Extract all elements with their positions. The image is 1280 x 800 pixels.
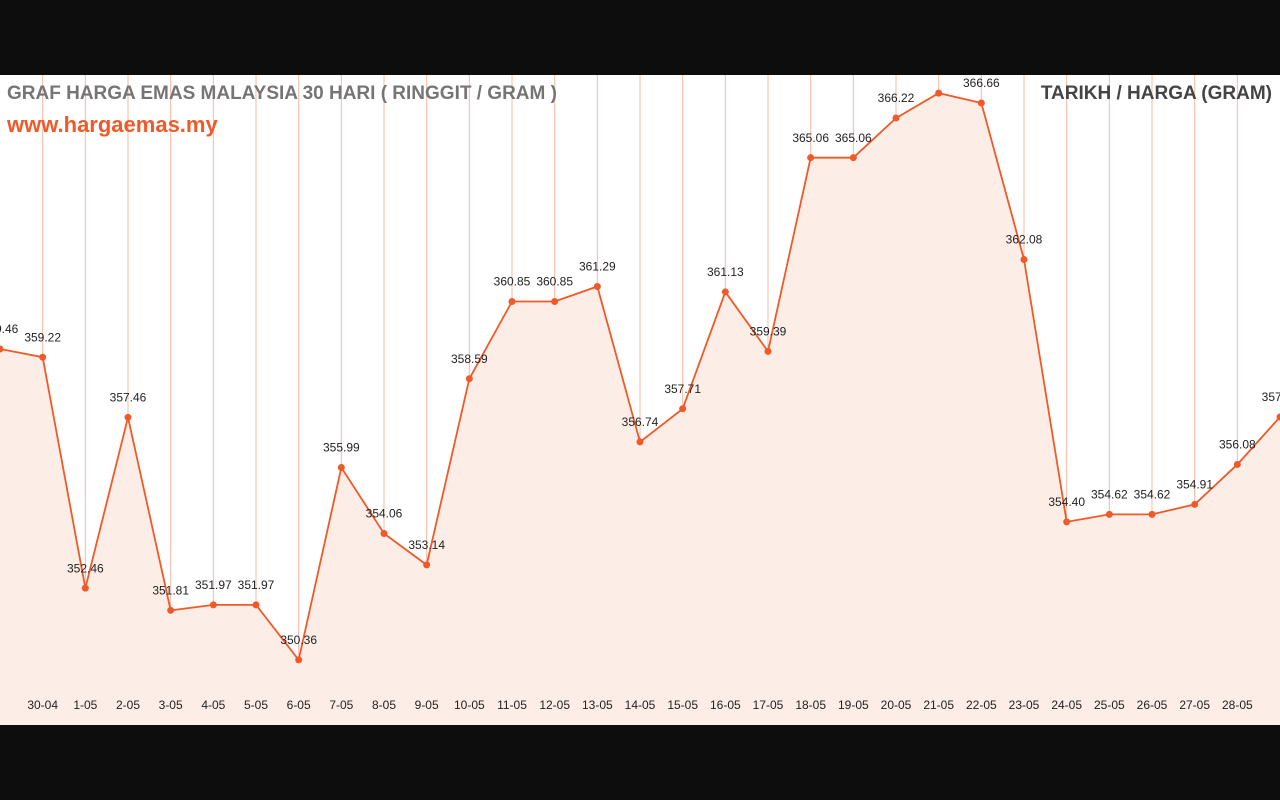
point <box>465 375 473 383</box>
point <box>39 353 47 361</box>
x-tick-label: 30-04 <box>27 698 58 712</box>
data-label: 366.66 <box>963 76 1000 90</box>
chart-subtitle: www.hargaemas.my <box>6 112 218 137</box>
point <box>1105 510 1113 518</box>
data-label: 361.13 <box>707 265 744 279</box>
legend-title: TARIKH / HARGA (GRAM) <box>1041 83 1272 104</box>
x-tick-label: 23-05 <box>1009 698 1040 712</box>
point <box>508 298 516 306</box>
chart-title: GRAF HARGA EMAS MALAYSIA 30 HARI ( RINGG… <box>7 83 557 104</box>
point <box>209 601 217 609</box>
x-tick-label: 5-05 <box>244 698 268 712</box>
x-tick-label: 20-05 <box>881 698 912 712</box>
data-label: 354.62 <box>1134 488 1171 502</box>
x-tick-label: 7-05 <box>329 698 353 712</box>
x-tick-label: 22-05 <box>966 698 997 712</box>
x-tick-label: 15-05 <box>667 698 698 712</box>
data-label: 354.91 <box>1176 478 1213 492</box>
data-label: 358.59 <box>451 352 488 366</box>
point <box>380 529 388 537</box>
data-label: 356.08 <box>1219 438 1256 452</box>
data-label: 351.97 <box>195 578 232 592</box>
data-label: 356.74 <box>622 415 659 429</box>
x-tick-label: 12-05 <box>539 698 570 712</box>
point <box>167 606 175 614</box>
point <box>1020 255 1028 263</box>
point <box>252 601 260 609</box>
x-tick-label: 24-05 <box>1051 698 1082 712</box>
x-tick-label: 9-05 <box>415 698 439 712</box>
data-label: 351.97 <box>238 578 275 592</box>
x-tick-label: 4-05 <box>201 698 225 712</box>
point <box>1191 500 1199 508</box>
point <box>124 413 132 421</box>
x-tick-label: 19-05 <box>838 698 869 712</box>
data-label: 351.81 <box>152 584 189 598</box>
point <box>636 438 644 446</box>
point <box>807 154 815 162</box>
data-label: 355.99 <box>323 441 360 455</box>
x-tick-label: 18-05 <box>795 698 826 712</box>
data-label: 353.14 <box>408 538 445 552</box>
x-tick-label: 26-05 <box>1137 698 1168 712</box>
x-tick-label: 13-05 <box>582 698 613 712</box>
point <box>1233 460 1241 468</box>
point <box>1276 413 1280 421</box>
x-tick-label: 10-05 <box>454 698 485 712</box>
data-label: 365.06 <box>792 131 829 145</box>
plot: 359.46 359.22 352.46 357.46 351.81 351.97 351.… <box>0 75 1280 726</box>
data-label: 357.71 <box>664 382 701 396</box>
point <box>423 561 431 569</box>
point <box>892 114 900 122</box>
data-label: 354.62 <box>1091 488 1128 502</box>
data-label: 354.06 <box>366 507 403 521</box>
data-label: 360.85 <box>494 275 531 289</box>
data-label: 365.06 <box>835 131 872 145</box>
data-label: 360.85 <box>536 275 573 289</box>
data-label: 350.36 <box>280 633 317 647</box>
x-tick-label: 21-05 <box>923 698 954 712</box>
x-tick-label: 27-05 <box>1179 698 1210 712</box>
x-tick-label: 14-05 <box>625 698 656 712</box>
x-tick-label: 6-05 <box>287 698 311 712</box>
point <box>0 345 4 353</box>
point <box>977 99 985 107</box>
point <box>337 464 345 472</box>
data-label: 359.22 <box>24 330 61 344</box>
x-tick-label: 8-05 <box>372 698 396 712</box>
x-tick-label: 2-05 <box>116 698 140 712</box>
point <box>593 282 601 290</box>
point <box>721 288 729 296</box>
x-tick-label: 16-05 <box>710 698 741 712</box>
point <box>935 89 943 97</box>
point <box>679 405 687 413</box>
data-label: 357.47 <box>1262 390 1280 404</box>
x-tick-label: 28-05 <box>1222 698 1253 712</box>
data-label: 354.40 <box>1048 495 1085 509</box>
point <box>551 298 559 306</box>
point <box>295 656 303 664</box>
point <box>81 584 89 592</box>
x-tick-label: 3-05 <box>159 698 183 712</box>
x-tick-label: 1-05 <box>73 698 97 712</box>
point <box>849 154 857 162</box>
point <box>764 347 772 355</box>
point <box>1148 510 1156 518</box>
point <box>1063 518 1071 526</box>
data-label: 357.46 <box>110 390 147 404</box>
data-label: 362.08 <box>1006 233 1043 247</box>
data-label: 366.22 <box>878 91 915 105</box>
x-tick-label: 17-05 <box>753 698 784 712</box>
data-label: 359.39 <box>750 325 787 339</box>
data-label: 361.29 <box>579 260 616 274</box>
data-label: 352.46 <box>67 561 104 575</box>
x-tick-label: 11-05 <box>497 698 527 712</box>
data-label: 359.46 <box>0 322 19 336</box>
x-tick-label: 25-05 <box>1094 698 1125 712</box>
